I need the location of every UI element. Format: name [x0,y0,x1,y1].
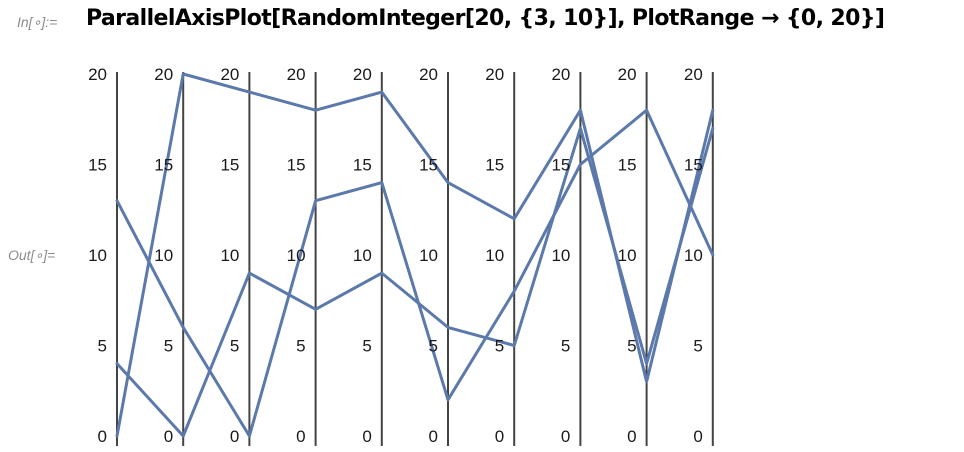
tick-label: 20 [551,65,570,84]
input-code[interactable]: ParallelAxisPlot[RandomInteger[20, {3, 1… [86,6,885,31]
axes-layer [116,72,714,446]
tick-label: 5 [98,337,107,356]
tick-label: 10 [485,246,504,265]
tick-label: 0 [296,427,305,446]
tick-label: 5 [627,337,636,356]
tick-label: 20 [618,65,637,84]
tick-label: 5 [164,337,173,356]
tick-label: 0 [693,427,702,446]
tick-label: 20 [154,65,173,84]
tick-label: 0 [98,427,107,446]
tick-label: 15 [220,156,239,175]
tick-label: 5 [693,337,702,356]
tick-label: 0 [164,427,173,446]
tick-label: 10 [551,246,570,265]
tick-label: 15 [684,156,703,175]
tick-label: 5 [296,337,305,356]
tick-label: 10 [419,246,438,265]
series-layer [115,72,715,438]
tick-label: 20 [287,65,306,84]
tick-label: 0 [561,427,570,446]
tick-label: 20 [684,65,703,84]
series-line [115,108,715,438]
tick-label: 0 [230,427,239,446]
tick-label: 15 [88,156,107,175]
series-line [115,126,715,438]
tick-labels-layer: 0 5 10 15 20 0 5 10 15 20 0 5 10 15 20 0 5 10 15 20 0 5 10 15 20… [88,65,703,446]
tick-label: 10 [220,246,239,265]
tick-label: 20 [419,65,438,84]
tick-label: 10 [353,246,372,265]
tick-label: 20 [485,65,504,84]
tick-label: 10 [618,246,637,265]
tick-label: 20 [353,65,372,84]
tick-label: 10 [684,246,703,265]
tick-label: 20 [88,65,107,84]
tick-label: 5 [429,337,438,356]
tick-label: 5 [362,337,371,356]
tick-label: 10 [88,246,107,265]
tick-label: 15 [551,156,570,175]
tick-label: 15 [485,156,504,175]
tick-label: 5 [495,337,504,356]
output-prompt-label: Out[∘]= [8,247,56,263]
tick-label: 0 [495,427,504,446]
tick-label: 15 [154,156,173,175]
tick-label: 5 [230,337,239,356]
tick-label: 15 [419,156,438,175]
input-prompt-label: In[∘]:= [17,14,58,30]
tick-label: 15 [287,156,306,175]
tick-label: 0 [362,427,371,446]
tick-label: 15 [353,156,372,175]
tick-label: 0 [627,427,636,446]
tick-label: 15 [618,156,637,175]
tick-label: 10 [154,246,173,265]
tick-label: 10 [287,246,306,265]
tick-label: 5 [561,337,570,356]
tick-label: 0 [429,427,438,446]
tick-label: 20 [220,65,239,84]
